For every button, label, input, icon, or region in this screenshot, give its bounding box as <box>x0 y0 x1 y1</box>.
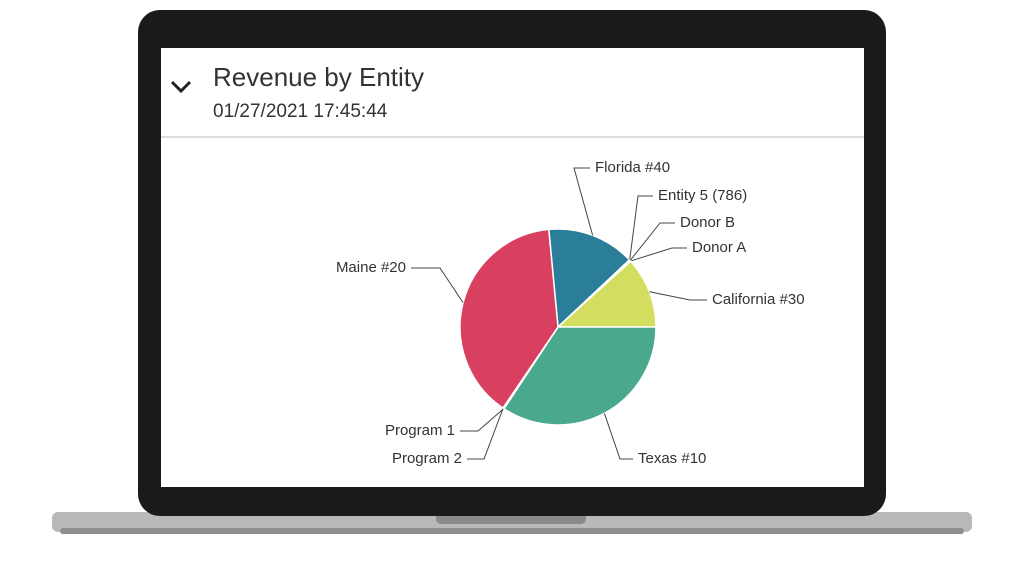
laptop-base-edge <box>60 528 964 534</box>
pie-chart: Florida #40 Entity 5 (786) Donor B Donor A C… <box>336 159 805 467</box>
pie-slice <box>547 228 631 329</box>
leader-line <box>630 247 687 262</box>
slice-label: Florida #40 <box>595 159 670 176</box>
pie-slice <box>459 228 559 410</box>
leader-line <box>460 408 505 432</box>
title: Revenue by Entity <box>213 62 424 92</box>
timestamp: 01/27/2021 17:45:44 <box>213 101 388 122</box>
leader-line <box>603 413 633 460</box>
leader-line <box>573 167 594 236</box>
leader-line <box>411 267 464 303</box>
leader-line <box>467 408 504 460</box>
slice-label: Program 1 <box>385 422 455 439</box>
leader-line <box>629 222 675 261</box>
slice-label: Donor B <box>680 214 735 231</box>
collapse-chevron[interactable] <box>170 80 192 94</box>
pie-slice <box>556 260 657 328</box>
slice-label: Entity 5 (786) <box>658 187 747 204</box>
slice-label: Donor A <box>692 239 746 256</box>
slice-label: Maine #20 <box>336 259 406 276</box>
slice-label: Program 2 <box>392 450 462 467</box>
slice-label: Texas #10 <box>638 450 706 467</box>
leader-line <box>629 195 653 261</box>
leader-line <box>649 291 707 301</box>
slice-label: California #30 <box>712 291 805 308</box>
